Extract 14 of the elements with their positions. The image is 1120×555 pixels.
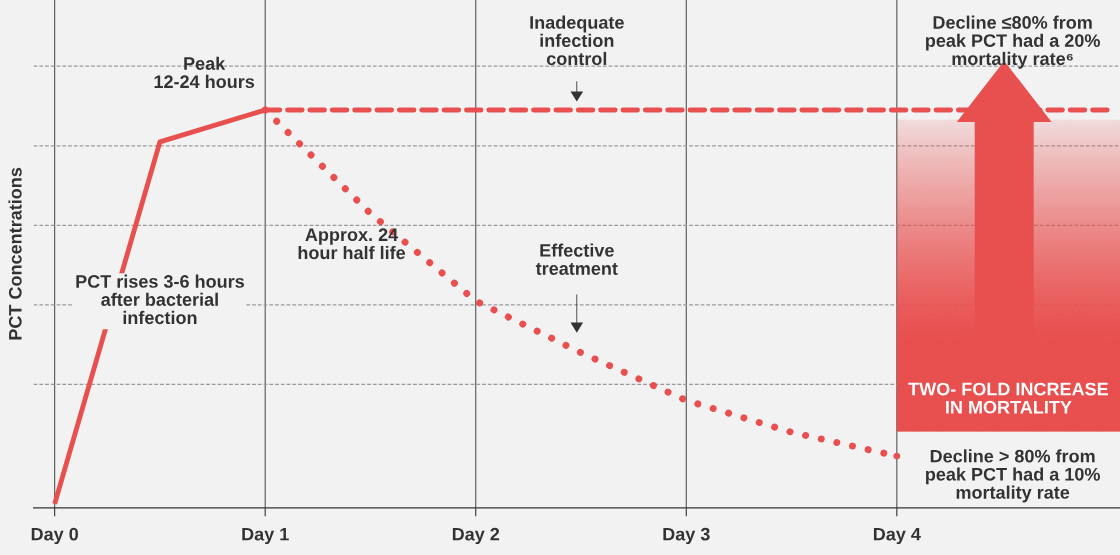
x-tick-label: Day 0 xyxy=(31,527,79,545)
annotation: Approx. 24 hour half life xyxy=(298,228,406,260)
annotation: PCT rises 3-6 hours after bacterial infection xyxy=(76,274,244,325)
x-tick-label: Day 3 xyxy=(663,527,710,545)
x-tick-label: Day 1 xyxy=(242,527,289,545)
annotation: Decline > 80% from peak PCT had a 10% mortality rate xyxy=(926,449,1100,503)
text: Inadequate infection control xyxy=(530,15,624,66)
annotation: TWO- FOLD INCREASE IN MORTALITY xyxy=(908,382,1109,414)
text: Peak 12-24 hours xyxy=(154,56,255,89)
x-tick-label: Day 2 xyxy=(452,527,500,545)
annotation: Effective treatment xyxy=(535,243,618,275)
y-axis-title: PCT Concentrations xyxy=(8,167,22,340)
text: Decline ≤80% from peak PCT had a 20% mortality rate⁶ xyxy=(926,15,1100,69)
x-tick-label: Day 4 xyxy=(873,527,921,545)
